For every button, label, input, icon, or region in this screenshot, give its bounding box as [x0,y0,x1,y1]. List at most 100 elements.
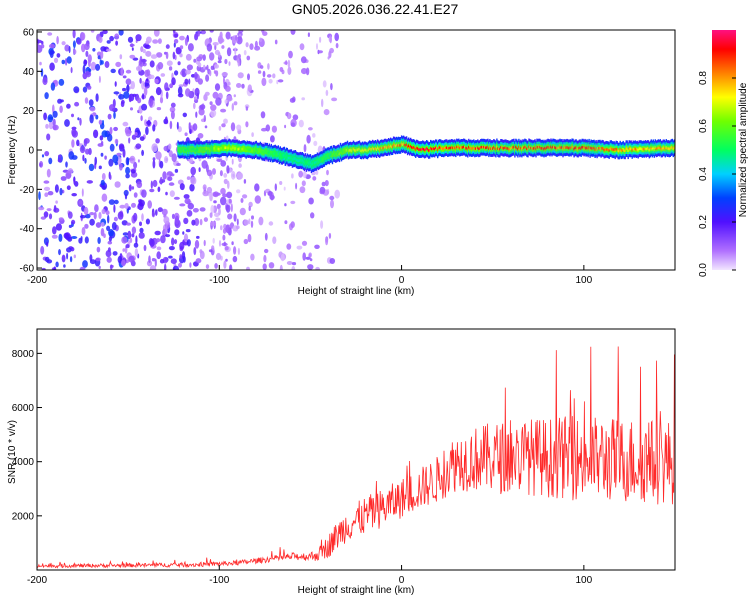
spectrogram-ridge-cell [247,148,249,151]
colorbar-ticks: 0.0 0.2 0.4 0.6 0.8 [698,71,736,277]
spectrogram-noise-cell [64,119,70,127]
spectrogram-ridge-cell [422,147,424,151]
spectrogram-noise-cell [68,45,71,54]
spectrogram-noise-cell [225,85,231,92]
spectrogram-ridge-cell [583,146,585,150]
spectrogram-noise-cell [141,189,147,198]
spectrogram-ridge-cell [234,147,236,150]
spectrogram-ridge-cell [253,149,255,153]
spectrogram-ridge-cell [373,147,376,151]
spectrogram-noise-cell [203,64,206,70]
spectrogram-ridge-cell [302,160,305,163]
spectrogram-noise-cell [43,112,47,121]
spectrogram-noise-cell [221,123,226,128]
spectrogram-ridge-cell [340,151,343,155]
spectrogram-noise-cell [107,133,113,142]
spectrogram-noise-cell [129,54,136,59]
spectrogram-ridge-cell [192,147,194,151]
spectrogram-noise-cell [125,78,132,85]
spectrogram-ridge-cell [201,148,203,152]
spectrogram-noise-cell [77,117,80,121]
spectrogram-noise-cell [154,78,159,84]
spectrogram-ridge-cell [470,146,472,150]
spectrogram-ridge-cell [438,146,440,150]
snr-y-tick-label: 2000 [12,511,35,522]
spectrogram-ridge-cell [428,149,430,152]
spectrogram-noise-cell [187,43,194,52]
spectrogram-noise-cell [79,145,86,154]
spectrogram-noise-cell [233,213,237,222]
spectrogram-noise-cell [224,246,229,251]
spectrogram-noise-cell [130,169,136,174]
spectrogram-ridge-cell [663,146,665,150]
spectrogram-ridge-cell [620,149,622,153]
spectrogram-ridge-cell [567,146,569,149]
spectrogram-ridge-cell [462,146,464,149]
spectrogram-noise-cell [89,114,94,124]
spectrogram-noise-cell [63,264,66,268]
spectrogram-noise-cell [46,208,52,212]
spectrogram-noise-cell [179,241,185,250]
spectrogram-noise-cell [229,264,233,270]
spectrogram-ridge-cell [434,147,436,151]
spectrogram-ridge-cell [337,151,340,155]
spectrogram-noise-cell [210,109,217,118]
spectrogram-noise-cell [87,85,92,90]
spectrogram-ridge-cell [606,148,608,151]
spectrogram-noise-cell [66,247,72,253]
spectrogram-noise-cell [179,53,183,58]
spectrogram-noise-cell [209,52,215,61]
spectrogram-noise-cell [220,225,223,231]
spectrogram-ridge-cell [587,147,589,151]
spectrogram-ridge-cell [489,146,491,149]
spectrogram-noise-cell [151,211,155,218]
spectrogram-noise-cell [317,50,323,54]
spectrogram-ridge-cell [233,147,235,150]
spectrogram-ridge-cell [226,147,228,151]
spectrogram-ridge-cell [468,145,470,149]
spectrogram-ridge-cell [596,148,598,152]
spectrogram-y-tick-label: -20 [20,185,35,196]
spectrogram-noise-cell [171,77,176,86]
spectrogram-noise-cell [197,133,204,139]
spectrogram-noise-cell [321,98,324,108]
snr-x-tick-label: -200 [27,575,47,586]
spectrogram-ridge-cell [561,146,563,149]
spectrogram-ridge-cell [224,146,226,150]
spectrogram-noise-cell [130,81,135,90]
spectrogram-ridge-cell [566,146,568,149]
spectrogram-noise-cell [329,35,333,44]
spectrogram-noise-cell [129,155,136,164]
spectrogram-noise-cell [321,181,326,187]
spectrogram-noise-cell [168,150,173,158]
spectrogram-noise-cell [218,208,221,216]
spectrogram-ridge-cell [400,142,403,146]
spectrogram-noise-cell [260,111,266,119]
spectrogram-noise-cell [301,68,308,75]
spectrogram-ridge-cell [457,146,459,149]
spectrogram-noise-cell [144,119,148,126]
spectrogram-ridge-cell [214,147,216,150]
spectrogram-ridge-cell [459,146,461,150]
spectrogram-ridge-cell [191,148,193,151]
spectrogram-noise-cell [238,163,242,168]
spectrogram-noise-cell [209,70,212,77]
spectrogram-noise-cell [40,216,46,220]
spectrogram-noise-cell [131,186,135,190]
spectrogram-noise-cell [165,91,169,100]
spectrogram-noise-cell [148,255,151,263]
spectrogram-noise-cell [303,144,307,153]
spectrogram-noise-cell [129,43,135,47]
spectrogram-noise-cell [146,69,151,77]
spectrogram-noise-cell [248,201,253,208]
spectrogram-noise-cell [71,139,75,148]
spectrogram-ridge-cell [397,143,400,147]
spectrogram-ridge-cell [626,147,628,150]
spectrogram-ridge-cell [232,146,234,150]
spectrogram-noise-cell [39,61,42,66]
spectrogram-noise-cell [48,157,53,165]
spectrogram-noise-cell [174,70,179,76]
spectrogram-noise-cell [166,60,173,66]
spectrogram-noise-cell [96,246,101,253]
spectrogram-noise-cell [48,213,53,220]
